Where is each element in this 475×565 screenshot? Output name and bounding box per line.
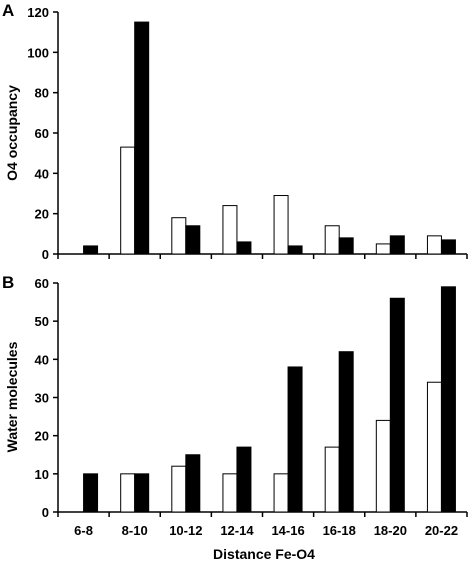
x-tick-label: 12-14: [220, 523, 254, 538]
bar-filled-b-10-12: [185, 454, 201, 513]
y-tick-label: 0: [42, 247, 49, 262]
y-tick-label: 80: [35, 86, 49, 101]
panel-a-letter: A: [2, 1, 14, 20]
bar-filled-a-18-20: [389, 235, 405, 255]
bar-filled-a-10-12: [185, 225, 201, 255]
bar-filled-b-16-18: [338, 351, 354, 513]
bar-filled-b-18-20: [389, 297, 405, 513]
bar-filled-a-20-22: [440, 239, 456, 255]
x-tick-label: 10-12: [169, 523, 202, 538]
y-tick-label: 40: [35, 166, 49, 181]
bar-filled-b-8-10: [134, 473, 150, 513]
bar-open-a-18-20: [375, 243, 391, 255]
bar-open-b-12-14: [222, 473, 238, 513]
y-tick-label: 0: [42, 505, 49, 520]
y-tick-label: 40: [35, 352, 49, 367]
y-tick-label: 120: [27, 5, 49, 20]
bar-open-a-8-10: [120, 146, 136, 255]
bar-open-a-12-14: [222, 205, 238, 255]
y-tick-label: 50: [35, 314, 49, 329]
chart-panel-a: 0 20 40 60 80 100 120 O4 occupancy: [4, 5, 468, 262]
bar-open-b-20-22: [426, 381, 442, 513]
panel-b-letter: B: [2, 273, 14, 292]
bar-filled-a-14-16: [287, 245, 303, 255]
bar-filled-a-8-10: [134, 21, 150, 255]
bar-filled-b-14-16: [287, 366, 303, 513]
bar-open-b-10-12: [171, 465, 187, 513]
y-tick-label: 20: [35, 429, 49, 444]
x-tick-label: 18-20: [374, 523, 407, 538]
y-tick-label: 60: [35, 126, 49, 141]
x-tick-label: 16-18: [323, 523, 356, 538]
y-tick-label: 60: [35, 276, 49, 291]
chart-panel-b: 0 10 20 30 40 50 60 6-8 8-10 10-12 12-14 14-16 16-18…: [4, 276, 468, 538]
y-tick-label: 10: [35, 467, 49, 482]
x-tick-label: 6-8: [74, 523, 93, 538]
bar-open-b-14-16: [273, 473, 289, 513]
bar-open-b-18-20: [375, 419, 391, 513]
x-tick-label: 8-10: [122, 523, 148, 538]
bar-filled-b-12-14: [236, 446, 252, 513]
y-tick-label: 100: [27, 45, 49, 60]
y-tick-label: 20: [35, 207, 49, 222]
bar-filled-b-6-8: [83, 473, 99, 513]
bar-open-a-14-16: [273, 195, 289, 255]
bar-filled-a-16-18: [338, 237, 354, 255]
bar-filled-b-20-22: [440, 286, 456, 513]
bar-filled-a-6-8: [83, 245, 99, 255]
y-axis-title-b: Water molecules: [4, 341, 20, 452]
y-tick-label: 30: [35, 391, 49, 406]
x-axis-title: Distance Fe-O4: [213, 546, 315, 562]
x-tick-label: 20-22: [425, 523, 458, 538]
x-tick-label: 14-16: [271, 523, 304, 538]
bar-open-b-8-10: [120, 473, 136, 513]
bar-open-a-16-18: [324, 225, 340, 255]
y-axis-title-a: O4 occupancy: [4, 85, 20, 181]
bar-open-a-20-22: [426, 235, 442, 255]
bar-filled-a-12-14: [236, 241, 252, 255]
bar-open-a-10-12: [171, 217, 187, 255]
bar-open-b-16-18: [324, 446, 340, 513]
